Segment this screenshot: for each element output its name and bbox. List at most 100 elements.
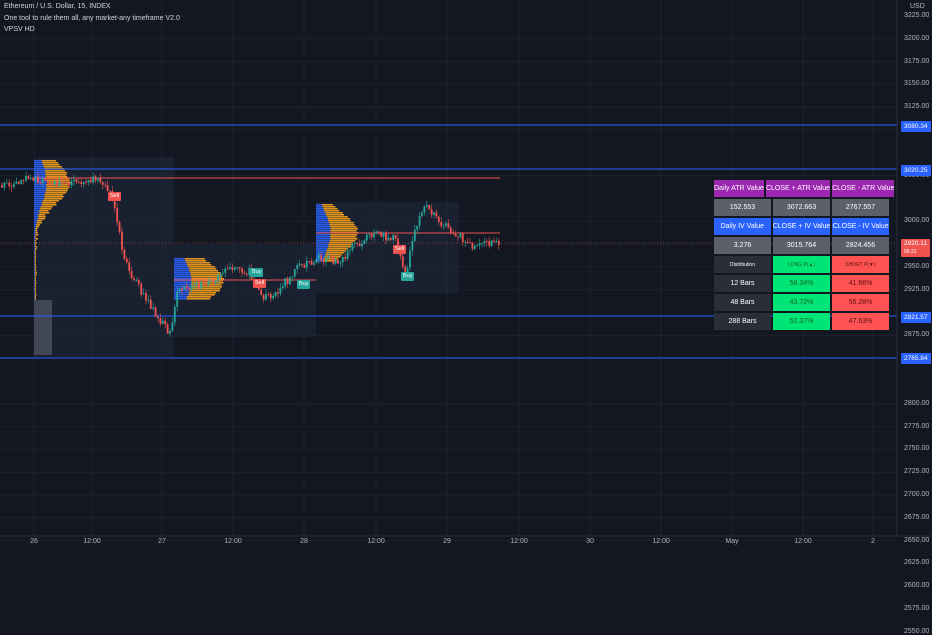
profile-bar-orange — [35, 238, 38, 240]
profile-bar-orange — [35, 250, 36, 252]
profile-bar-orange — [35, 280, 36, 282]
candle-body — [414, 230, 416, 241]
profile-bar-blue — [174, 266, 188, 268]
candle-body — [8, 183, 10, 186]
candle-body — [479, 244, 481, 246]
candle-body — [184, 286, 186, 290]
level-tag-top: 3080.34 — [901, 121, 931, 132]
profile-bar-orange — [331, 238, 358, 240]
candle-body — [167, 324, 169, 333]
bars-label: 12 Bars — [714, 275, 771, 292]
candle-body — [148, 300, 150, 301]
profile-bar-orange — [39, 212, 49, 214]
profile-bar-orange — [35, 240, 36, 242]
profile-bar-blue — [34, 272, 35, 274]
candle-body — [388, 238, 390, 241]
time-tick-label: 26 — [30, 538, 38, 545]
profile-bar-blue — [174, 264, 187, 266]
candle-body — [402, 256, 404, 266]
candle-body — [224, 269, 226, 273]
profile-bar-blue — [34, 232, 35, 234]
profile-bar-orange — [330, 230, 356, 232]
candle-body — [318, 255, 320, 259]
candle-body — [52, 184, 54, 185]
candle-body — [263, 295, 265, 299]
profile-bar-orange — [35, 278, 36, 280]
candle-body — [488, 241, 490, 246]
profile-bar-blue — [34, 216, 38, 218]
close-plus-atr-value: 3072.663 — [773, 199, 830, 216]
candle-body — [40, 183, 42, 184]
candle-body — [498, 241, 500, 245]
symbol-title[interactable]: Ethereum / U.S. Dollar, 15, INDEX — [4, 3, 111, 10]
indicator-legend-2[interactable]: VPSV HD — [4, 26, 35, 33]
profile-bar-orange — [188, 266, 215, 268]
profile-bar-orange — [43, 162, 59, 164]
profile-bar-blue — [316, 210, 324, 212]
candle-body — [299, 264, 301, 265]
indicator-legend-1[interactable]: One tool to rule them all, any market-an… — [4, 15, 180, 22]
profile-bar-blue — [34, 258, 35, 260]
profile-bar-orange — [42, 160, 56, 162]
candle-body — [392, 235, 394, 240]
profile-bar-orange — [189, 268, 217, 270]
profile-bar-orange — [185, 258, 205, 260]
price-tick-label: 2725.00 — [904, 468, 929, 475]
profile-bar-orange — [187, 296, 211, 298]
candle-body — [169, 331, 171, 334]
candle-body — [431, 209, 433, 214]
bar-countdown: 05:31 — [904, 248, 927, 256]
candle-body — [347, 251, 349, 259]
profile-bar-orange — [35, 256, 36, 258]
candle-body — [6, 183, 8, 184]
profile-bar-orange — [331, 228, 358, 230]
candle-body — [100, 178, 102, 182]
candle-body — [222, 273, 224, 274]
profile-bar-blue — [316, 230, 330, 232]
candle-body — [35, 177, 37, 181]
candle-body — [412, 241, 414, 251]
close-plus-iv-value: 3015.764 — [773, 237, 830, 254]
profile-bar-orange — [45, 170, 65, 172]
candle-body — [13, 184, 15, 187]
profile-bar-blue — [34, 190, 46, 192]
candle-body — [330, 256, 332, 257]
candle-body — [179, 288, 181, 291]
candle-body — [342, 257, 344, 262]
profile-bar-orange — [35, 268, 36, 270]
current-price-tag: 2920.11 05:31 — [901, 239, 930, 257]
profile-bar-blue — [34, 230, 35, 232]
candle-body — [32, 178, 34, 181]
price-tick-label: 2800.00 — [904, 400, 929, 407]
profile-bar-blue — [174, 268, 189, 270]
candle-body — [11, 186, 13, 187]
profile-bar-orange — [325, 212, 342, 214]
profile-bar-blue — [174, 270, 189, 272]
close-plus-atr-header: CLOSE + ATR Value — [766, 180, 830, 197]
profile-bar-blue — [34, 254, 35, 256]
profile-bar-orange — [35, 262, 36, 264]
time-tick-label: 30 — [586, 538, 594, 545]
profile-bar-blue — [34, 236, 35, 238]
profile-bar-blue — [174, 292, 189, 294]
profile-bar-orange — [44, 194, 63, 196]
candle-body — [426, 205, 428, 206]
profile-bar-orange — [324, 208, 338, 210]
profile-bar-orange — [190, 290, 220, 292]
candle-body — [366, 235, 368, 241]
candle-body — [244, 273, 246, 274]
profile-bar-orange — [35, 232, 38, 234]
profile-bar-blue — [34, 212, 39, 214]
candle-body — [340, 262, 342, 263]
profile-bar-blue — [34, 274, 35, 276]
candle-body — [152, 308, 154, 309]
profile-bar-blue — [316, 214, 326, 216]
candle-body — [128, 262, 130, 271]
candle-body — [270, 294, 272, 298]
profile-bar-blue — [34, 174, 45, 176]
profile-bar-blue — [34, 206, 40, 208]
candle-body — [378, 232, 380, 233]
profile-bar-blue — [174, 262, 187, 264]
price-tick-label: 2700.00 — [904, 491, 929, 498]
profile-bar-blue — [34, 244, 35, 246]
